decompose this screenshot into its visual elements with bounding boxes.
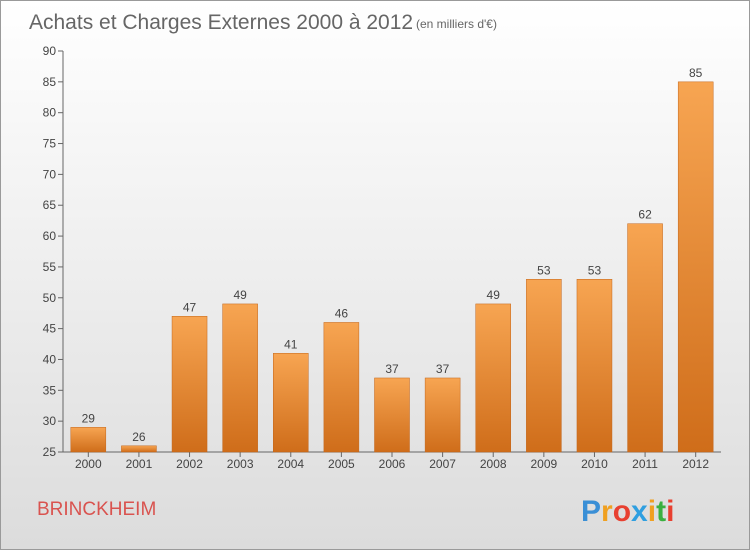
bar-2011 — [627, 223, 663, 453]
y-tick-label: 55 — [43, 260, 57, 274]
logo-letter: i — [666, 495, 674, 528]
logo-letter: P — [581, 495, 601, 528]
x-tick-label: 2003 — [227, 457, 254, 471]
x-tick-label: 2004 — [277, 457, 304, 471]
x-axis: 2000 2001 2002 2003 2004 2005 2006 2007 2008 2009… — [63, 451, 721, 471]
value-label-2002: 47 — [183, 300, 197, 314]
x-tick-label: 2008 — [480, 457, 507, 471]
bar-2010 — [576, 279, 613, 453]
x-tick-label: 2009 — [530, 457, 557, 471]
y-tick-label: 75 — [43, 137, 57, 151]
x-tick-label: 2012 — [682, 457, 709, 471]
value-label-2001: 26 — [132, 430, 146, 444]
x-tick-label: 2007 — [429, 457, 456, 471]
logo-letter: x — [631, 495, 648, 528]
value-label-2006: 37 — [385, 362, 399, 376]
y-tick-label: 40 — [43, 352, 57, 366]
y-tick-label: 80 — [43, 106, 57, 120]
chart-subtitle: (en milliers d'€) — [416, 17, 497, 31]
x-tick-label: 2002 — [176, 457, 203, 471]
bar-2009 — [526, 279, 562, 453]
bar-2003 — [222, 303, 258, 453]
value-labels: 29 26 47 49 41 46 37 37 49 53 53 62 85 — [82, 66, 703, 444]
y-axis: 25 30 35 40 45 50 55 60 65 70 75 80 85 90 — [43, 44, 64, 459]
x-tick-label: 2000 — [75, 457, 102, 471]
logo-letter: r — [601, 495, 613, 528]
y-tick-label: 70 — [43, 167, 57, 181]
y-tick-label: 25 — [43, 445, 57, 459]
y-tick-label: 60 — [43, 229, 57, 243]
y-tick-label: 85 — [43, 75, 57, 89]
value-label-2011: 62 — [638, 208, 652, 222]
bar-2007 — [424, 377, 461, 453]
value-label-2007: 37 — [436, 362, 450, 376]
y-tick-label: 90 — [43, 44, 57, 58]
value-label-2009: 53 — [537, 263, 551, 277]
proxiti-logo: Proxiti — [581, 495, 674, 528]
bar-2005 — [323, 322, 360, 453]
x-tick-label: 2005 — [328, 457, 355, 471]
x-tick-label: 2006 — [379, 457, 406, 471]
x-tick-label: 2010 — [581, 457, 608, 471]
x-tick-label: 2001 — [126, 457, 153, 471]
value-label-2000: 29 — [82, 411, 96, 425]
value-label-2004: 41 — [284, 337, 298, 351]
bar-2004 — [273, 353, 309, 453]
y-tick-label: 50 — [43, 291, 57, 305]
bar-2008 — [475, 303, 511, 453]
bar-2006 — [374, 377, 410, 453]
bars — [70, 81, 714, 453]
x-tick-label: 2011 — [632, 457, 658, 471]
value-label-2003: 49 — [233, 288, 247, 302]
value-label-2012: 85 — [689, 66, 703, 80]
bar-2012 — [677, 81, 714, 453]
y-tick-label: 30 — [43, 414, 57, 428]
bar-2000 — [70, 427, 107, 453]
value-label-2005: 46 — [335, 306, 349, 320]
y-tick-label: 35 — [43, 383, 57, 397]
value-label-2010: 53 — [588, 263, 602, 277]
bar-2001 — [121, 445, 157, 453]
bar-2002 — [171, 316, 208, 453]
logo-letter: t — [656, 495, 666, 528]
value-label-2008: 49 — [487, 288, 501, 302]
commune-name: BRINCKHEIM — [37, 499, 156, 520]
y-tick-label: 65 — [43, 198, 57, 212]
logo-letter: i — [648, 495, 656, 528]
y-tick-label: 45 — [43, 322, 57, 336]
chart-title: Achats et Charges Externes 2000 à 2012 — [29, 11, 413, 34]
logo-letter: o — [613, 495, 631, 528]
